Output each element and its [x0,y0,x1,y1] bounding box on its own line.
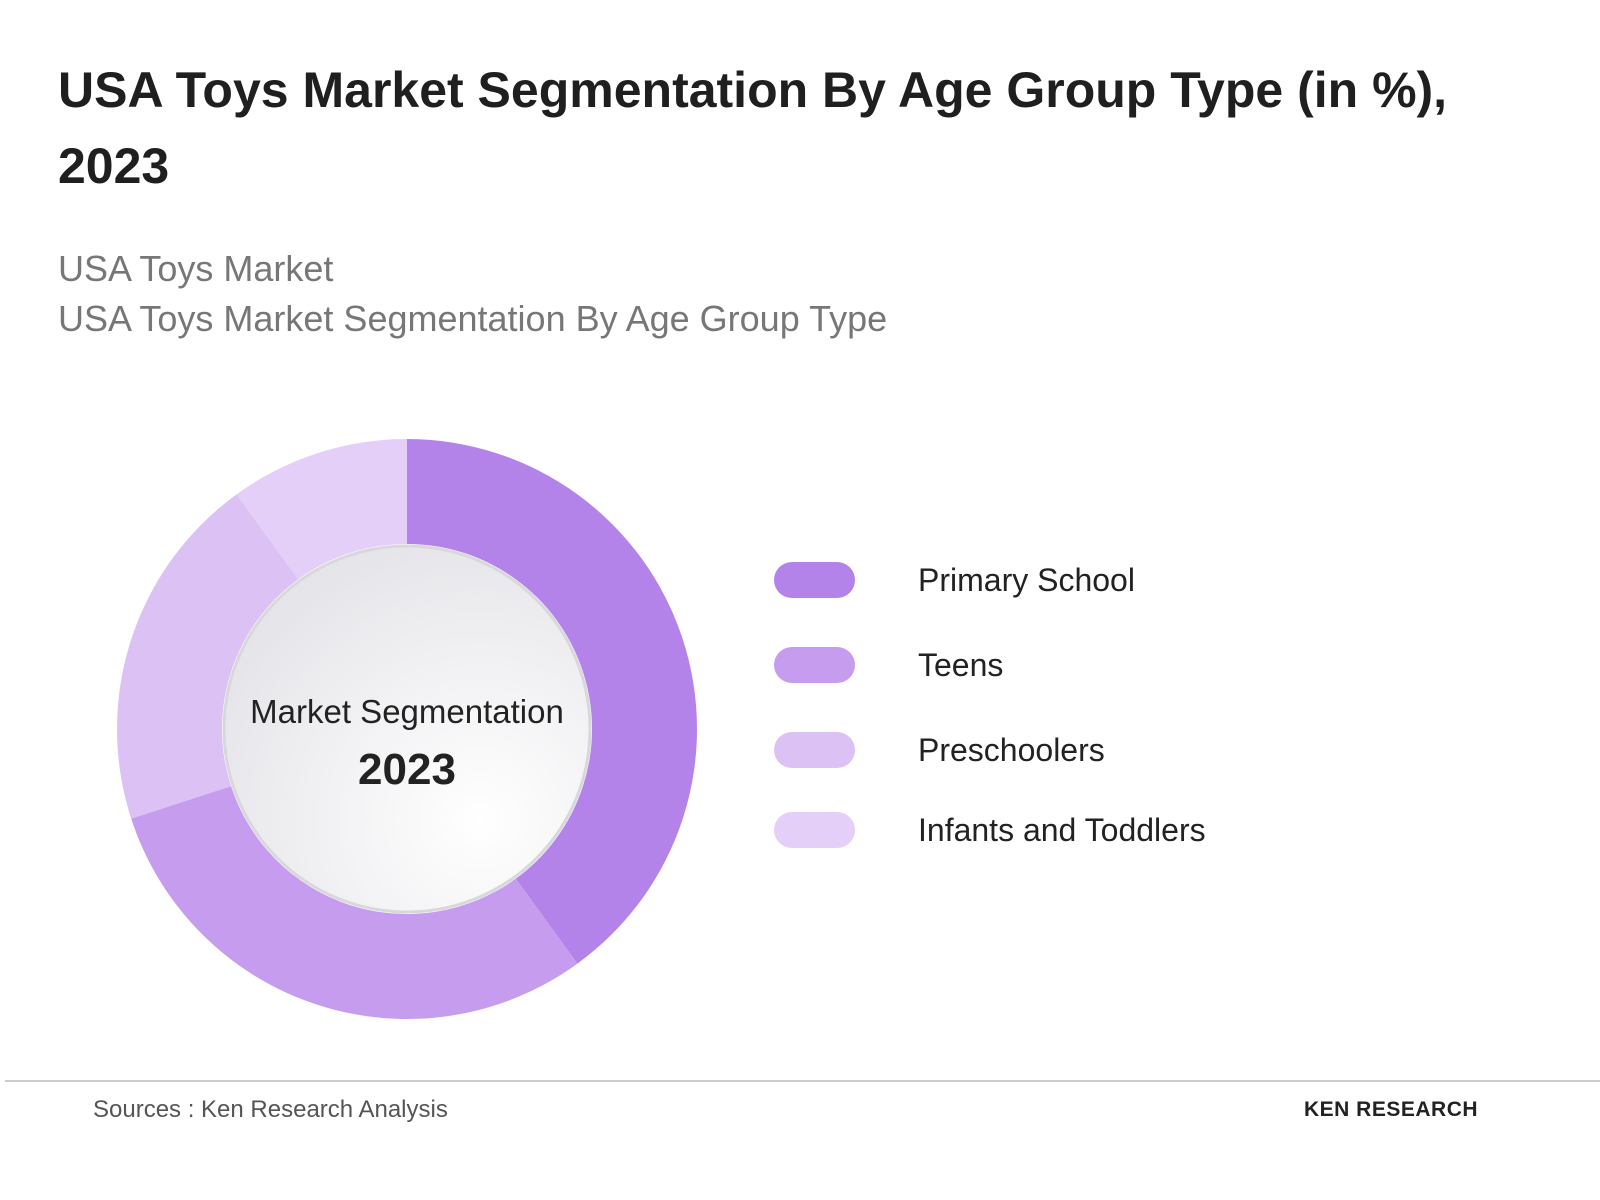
center-label: Market Segmentation [250,693,564,730]
legend-swatch [774,812,855,848]
center-value: 2023 [358,745,456,794]
chart: Market Segmentation 2023 Primary School Tee… [117,439,1206,1020]
donut-hub [222,544,592,914]
donut-segment [131,786,578,1020]
donut-segment [117,494,299,819]
logo: KEN RESEARCH [1304,1098,1479,1121]
legend-label: Infants and Toddlers [918,812,1206,848]
donut-segment [407,439,698,964]
subtitle: USA Toys Market [58,248,334,289]
legend-swatch [774,562,855,598]
chart-title: USA Toys Market Segmentation By Age Grou… [58,62,1448,194]
legend-label: Preschoolers [918,732,1105,768]
legend-label: Teens [918,647,1003,683]
legend-swatch [774,732,855,768]
legend-swatch [774,647,855,683]
legend-label: Primary School [918,562,1135,598]
divider [5,1080,1600,1082]
source-note: Sources : Ken Research Analysis [93,1096,448,1123]
subtitle: USA Toys Market Segmentation By Age Grou… [58,298,888,339]
donut-segment [236,439,407,580]
